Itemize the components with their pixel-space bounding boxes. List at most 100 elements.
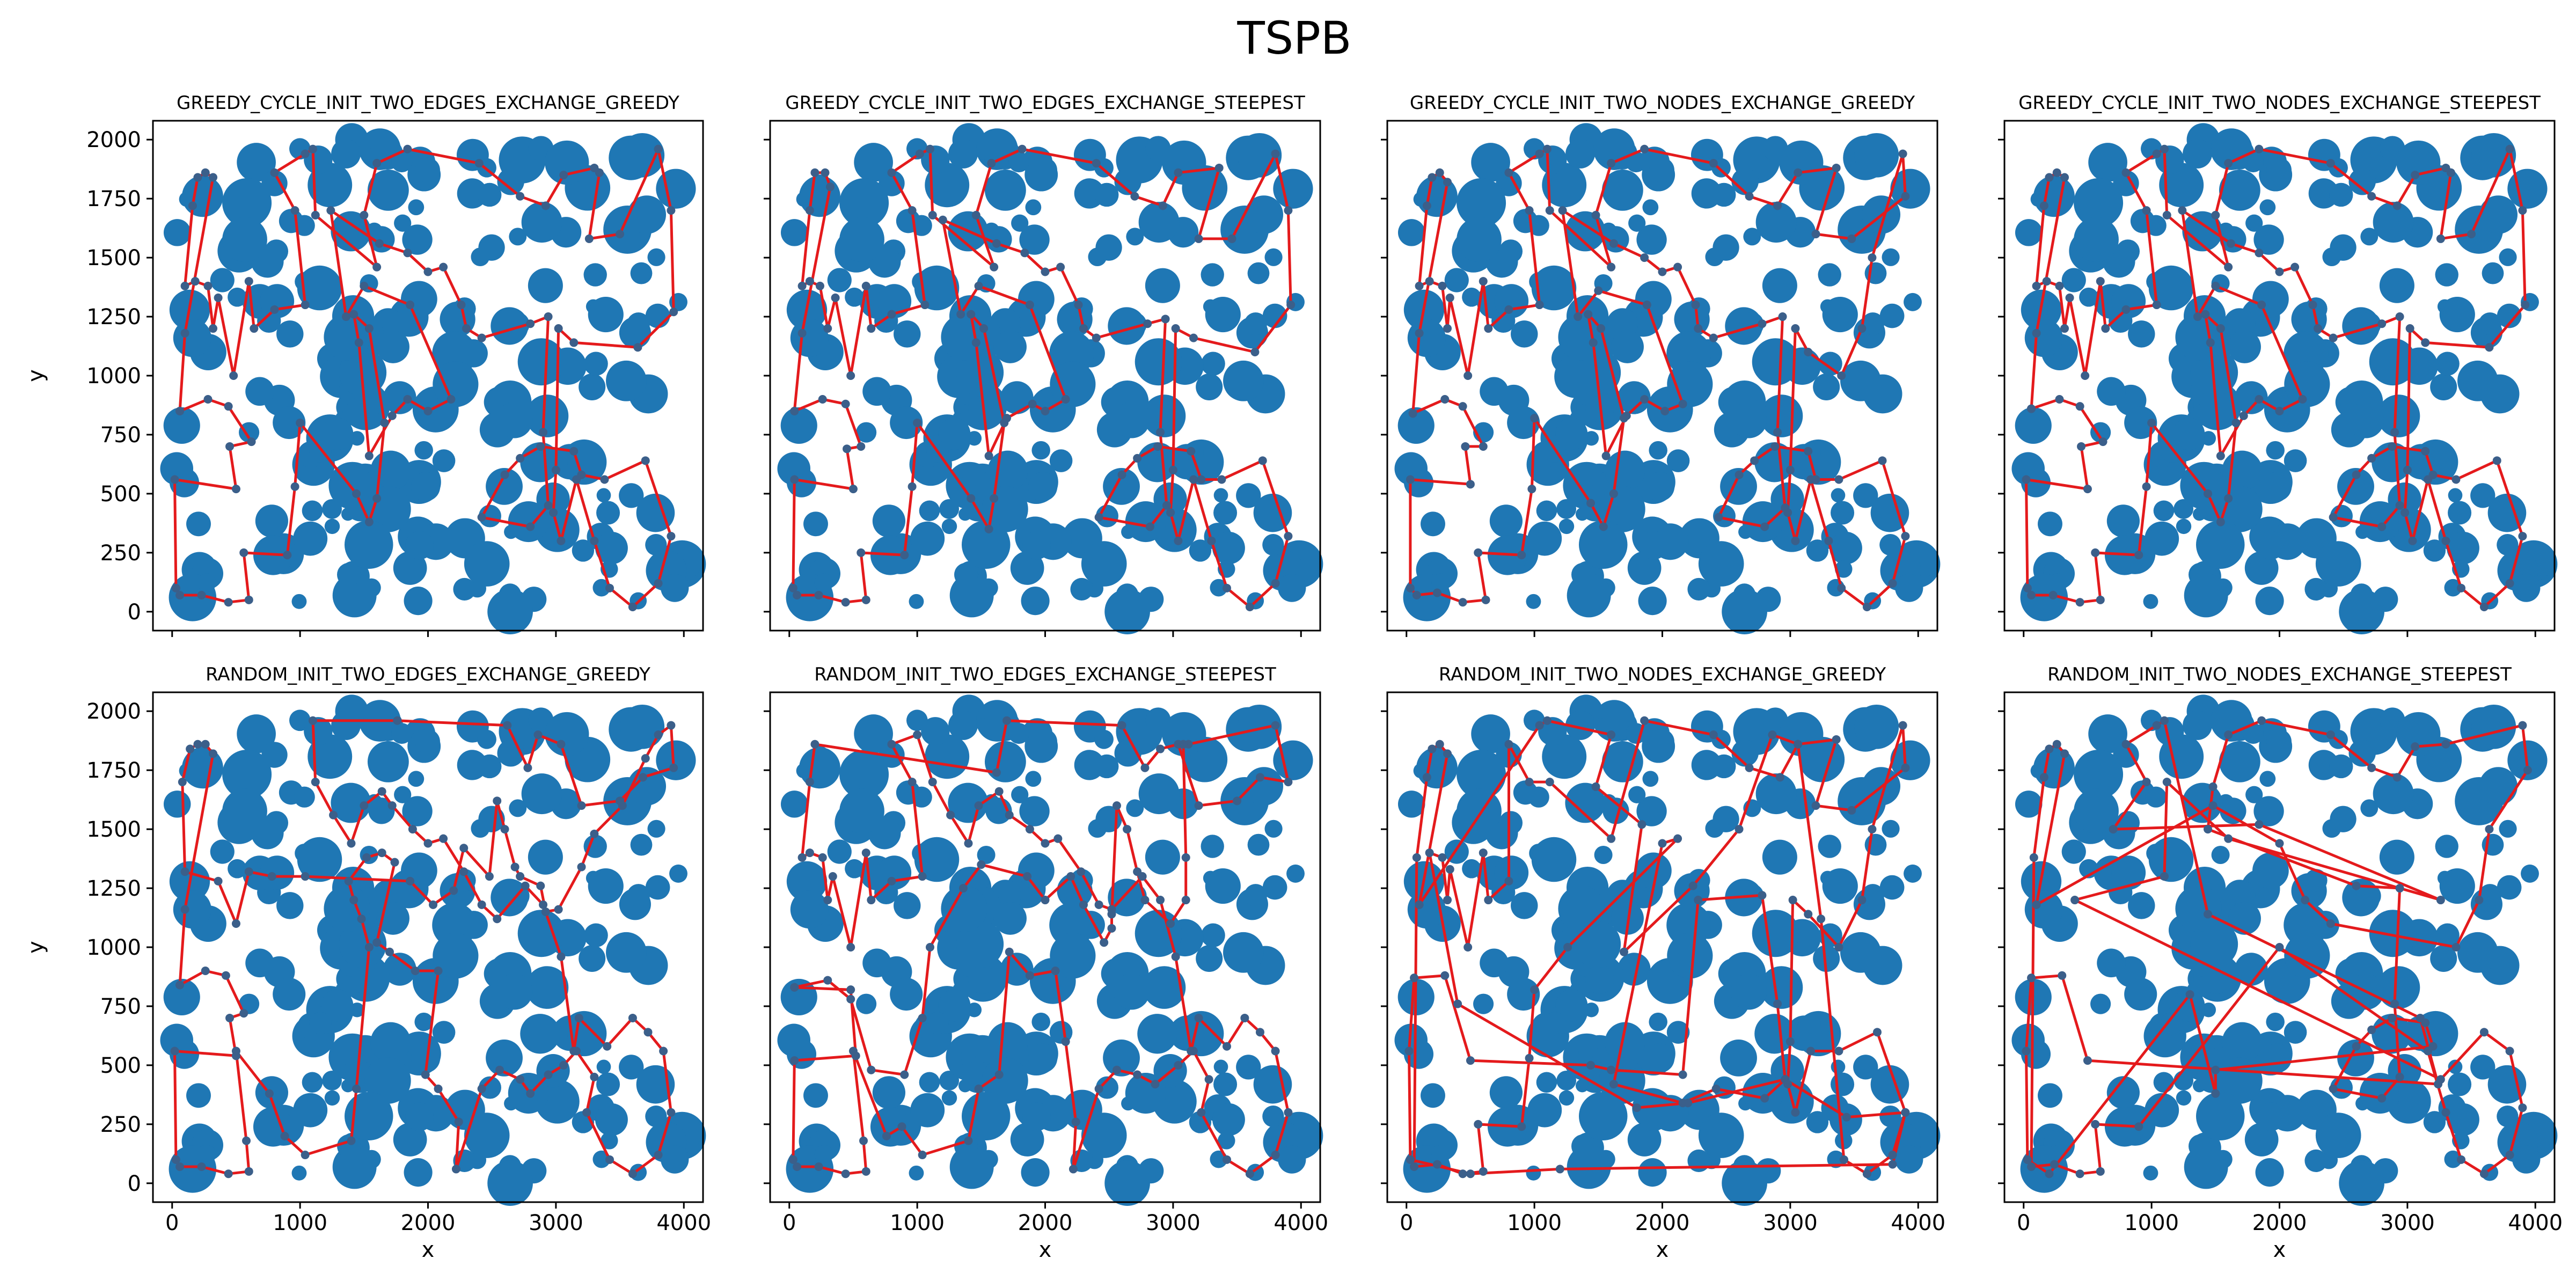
route-node <box>815 281 824 290</box>
node-marker <box>1494 855 1529 890</box>
node-marker <box>596 501 620 525</box>
node-marker <box>297 265 342 311</box>
node-marker <box>345 1092 393 1141</box>
node-marker <box>2379 839 2414 875</box>
route-node <box>1458 1169 1467 1179</box>
node-marker <box>1457 178 1506 228</box>
node-marker <box>2145 521 2179 556</box>
route-node <box>209 173 218 182</box>
node-marker <box>910 1093 945 1128</box>
route-node <box>1171 952 1180 961</box>
node-marker <box>359 146 373 160</box>
route-node <box>301 1151 310 1160</box>
node-marker <box>1531 837 1577 882</box>
x-tick-label: 4000 <box>1891 1211 1945 1235</box>
node-marker <box>339 920 387 968</box>
node-marker <box>478 1076 501 1099</box>
node-marker <box>528 268 563 303</box>
node-marker <box>2222 1022 2263 1063</box>
node-marker <box>2106 504 2140 538</box>
route-node <box>2185 990 2194 999</box>
route-node <box>1584 310 1593 319</box>
node-marker <box>1286 864 1305 883</box>
route-node <box>1857 896 1867 905</box>
node-marker <box>1649 441 1667 460</box>
node-marker <box>1104 1160 1150 1206</box>
route-node <box>582 1108 591 1117</box>
node-marker <box>1262 303 1287 328</box>
route-node <box>1143 319 1152 328</box>
node-marker <box>1237 133 1282 178</box>
route-node <box>1406 475 1415 484</box>
node-marker <box>345 520 393 569</box>
node-marker <box>1813 373 1840 400</box>
node-marker <box>1742 501 1783 543</box>
route-node <box>1056 262 1065 272</box>
route-node <box>1673 834 1682 843</box>
node-marker <box>1496 170 1522 196</box>
node-marker <box>1457 788 1502 834</box>
route-node <box>500 470 509 479</box>
route-node <box>1123 825 1132 834</box>
route-node <box>1250 348 1260 357</box>
node-marker <box>1113 402 1150 438</box>
route-node <box>290 206 299 215</box>
subplot-4: GREEDY_CYCLE_INIT_TWO_NODES_EXCHANGE_STE… <box>1998 92 2558 637</box>
route-node <box>2329 333 2338 342</box>
node-marker <box>393 551 427 585</box>
route-node <box>1857 324 1867 333</box>
route-node <box>1785 1037 1795 1046</box>
node-marker <box>331 710 361 740</box>
route-node <box>1504 876 1513 885</box>
route-node <box>1440 394 1450 404</box>
node-marker <box>845 287 864 307</box>
x-tick-label: 2000 <box>1635 1211 1690 1235</box>
route-node <box>974 801 983 810</box>
node-marker <box>1528 786 1549 808</box>
node-marker <box>1712 182 1736 207</box>
route-node <box>296 418 305 427</box>
node-marker <box>1125 501 1166 543</box>
route-node <box>1077 867 1086 876</box>
route-node <box>977 860 986 869</box>
node-marker <box>1571 1134 1596 1158</box>
x-axis <box>1406 631 1919 637</box>
node-marker <box>2487 1065 2527 1104</box>
node-marker <box>2497 875 2522 900</box>
node-marker <box>1143 966 1186 1009</box>
node-marker <box>1145 839 1180 875</box>
node-marker <box>962 1092 1011 1141</box>
route-node <box>2160 144 2169 153</box>
route-node <box>1245 603 1254 612</box>
route-node <box>2055 281 2064 290</box>
y-axis <box>764 138 770 613</box>
node-marker <box>596 1072 620 1096</box>
node-marker <box>926 1012 949 1034</box>
route-node <box>1133 1070 1142 1079</box>
node-marker <box>2235 953 2268 986</box>
route-node <box>974 281 983 290</box>
node-marker <box>2243 151 2264 173</box>
route-node <box>203 394 213 404</box>
node-marker <box>517 910 565 957</box>
node-marker <box>1008 151 1029 173</box>
node-marker <box>1822 868 1858 904</box>
node-marker <box>2497 534 2519 556</box>
node-marker <box>169 467 200 497</box>
route-node <box>544 1070 553 1079</box>
node-marker <box>2457 360 2498 401</box>
node-marker <box>1879 534 1901 556</box>
route-node <box>551 465 560 474</box>
route-node <box>1785 465 1795 474</box>
node-marker <box>909 594 924 609</box>
node-marker <box>1762 839 1797 875</box>
node-marker <box>1511 892 1538 919</box>
node-marker <box>1480 948 1509 978</box>
route-node <box>1640 394 1649 404</box>
x-axis-label: x <box>1039 1238 1052 1262</box>
route-node <box>1770 442 1780 451</box>
route-node <box>2055 394 2064 404</box>
route-node <box>1174 536 1183 545</box>
node-marker <box>976 718 990 732</box>
route-node <box>1791 1108 1800 1117</box>
